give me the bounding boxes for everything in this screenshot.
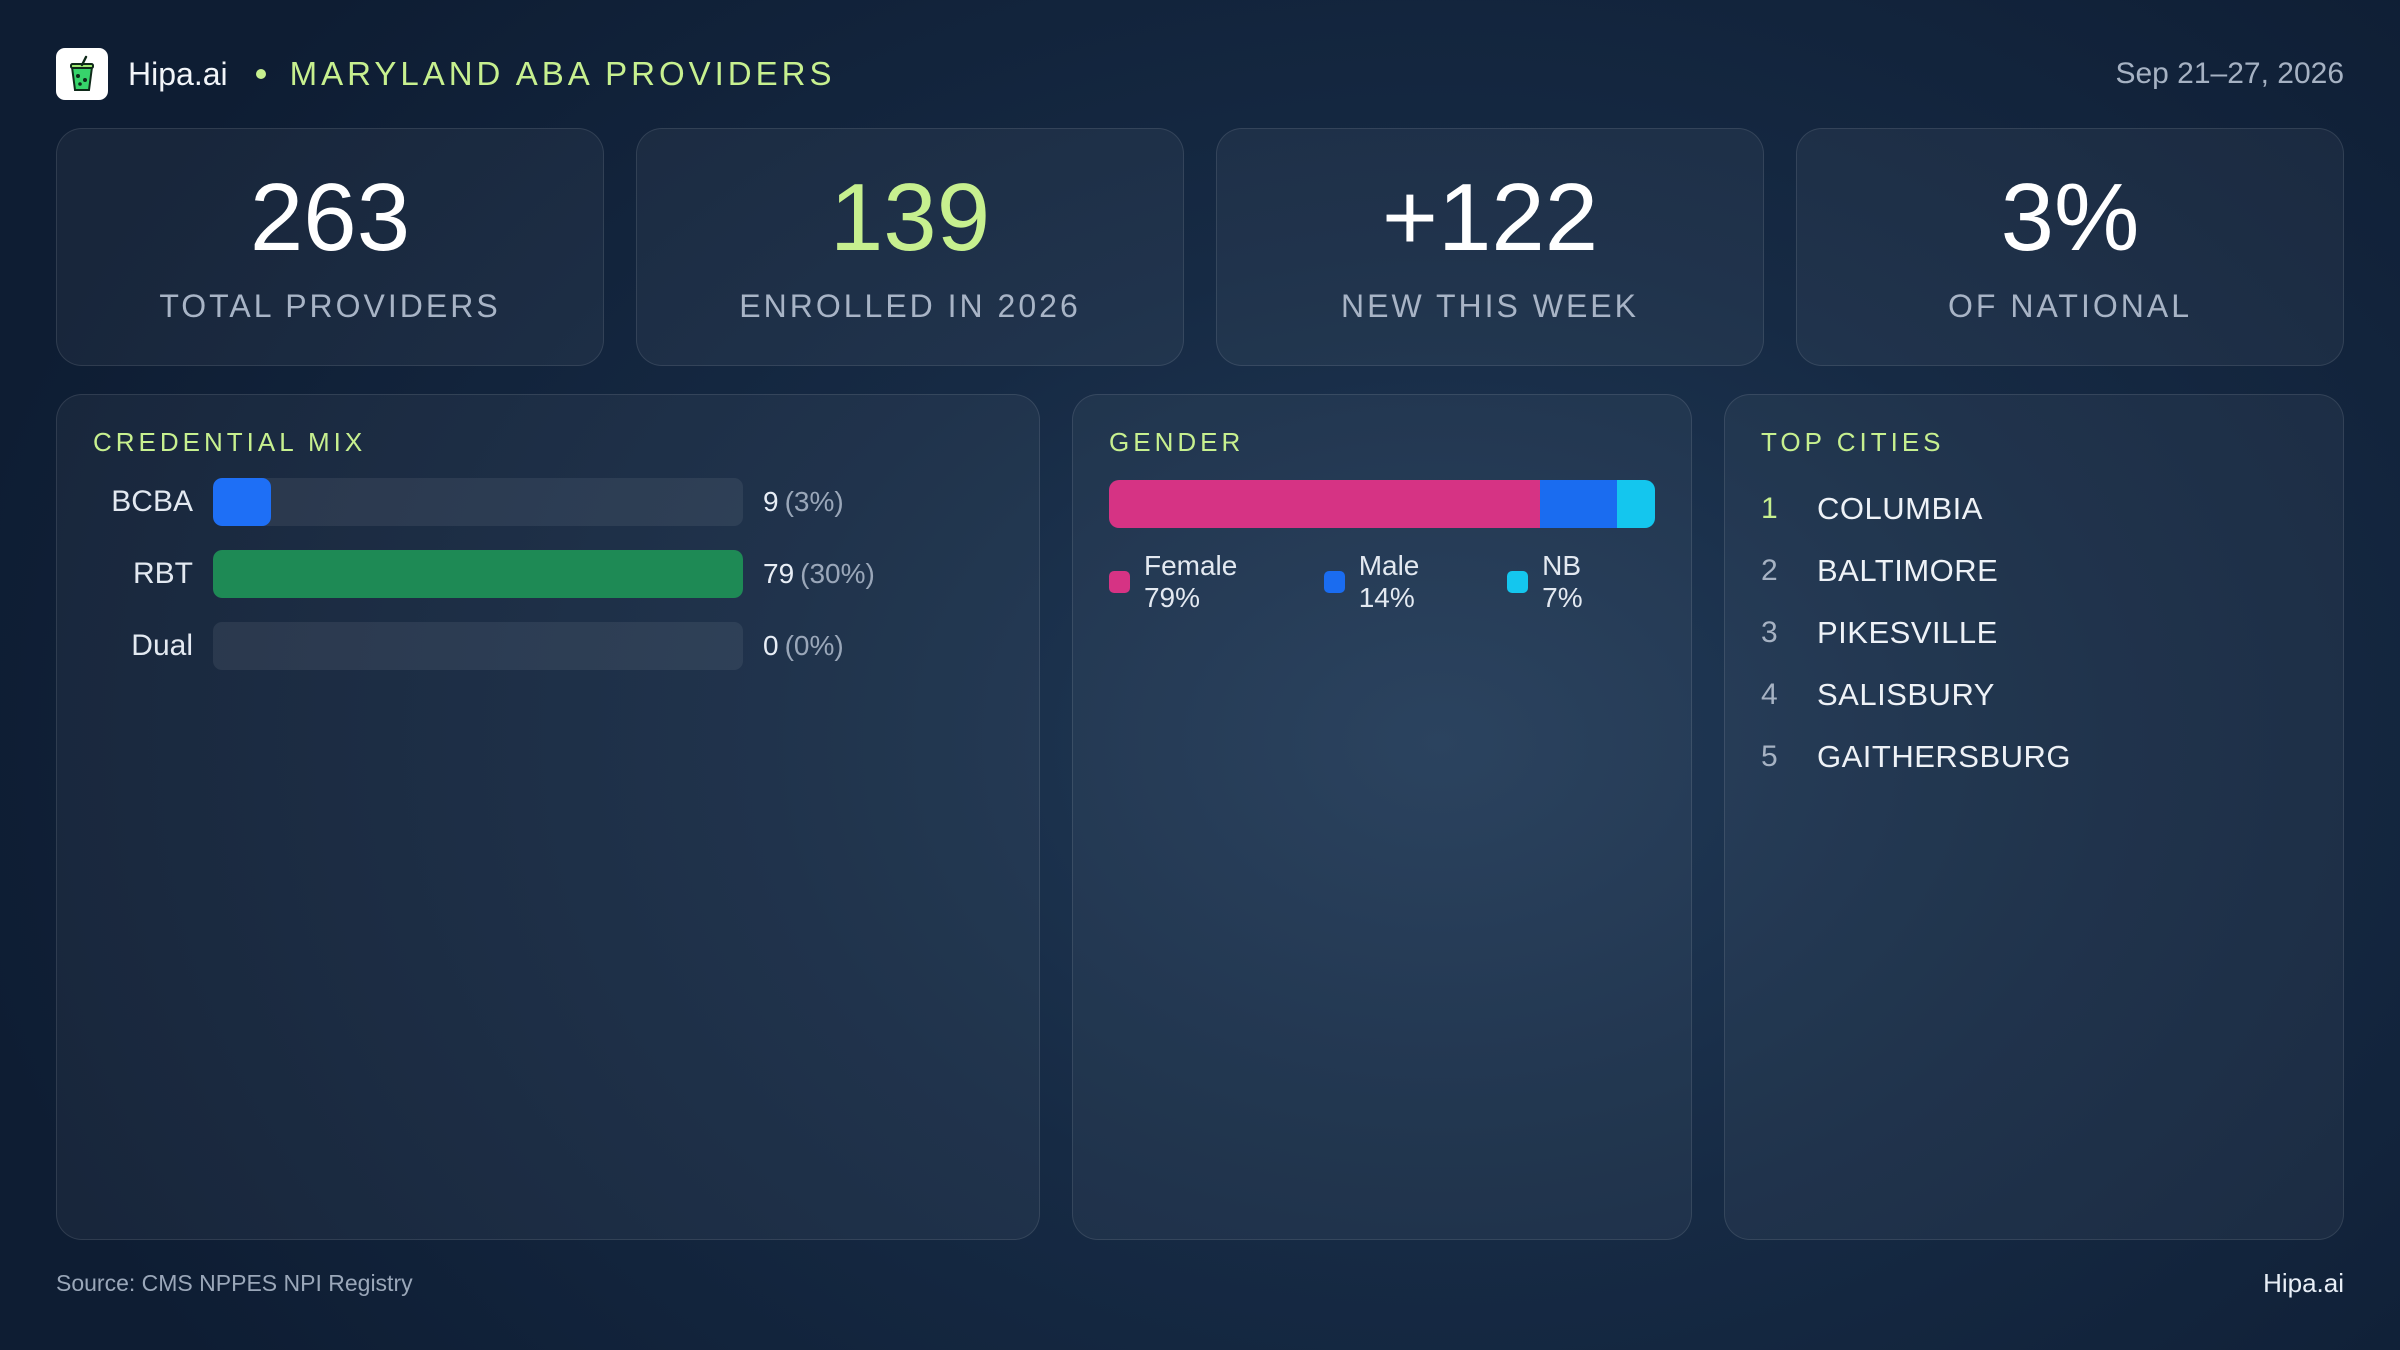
kpi-label: ENROLLED IN 2026 bbox=[739, 287, 1081, 324]
kpi-value: 3% bbox=[2000, 163, 2140, 271]
gender-segment-male bbox=[1540, 480, 1617, 528]
credential-mix-panel: CREDENTIAL MIX BCBA 9 (3%) RBT 79 (30%) Du… bbox=[56, 394, 1040, 1240]
date-range: Sep 21–27, 2026 bbox=[2115, 57, 2344, 90]
credential-bar-bcba bbox=[213, 478, 272, 526]
credential-row-bcba: BCBA 9 (3%) bbox=[93, 478, 1003, 526]
list-item: 2 BALTIMORE bbox=[1761, 540, 2307, 602]
kpi-label: NEW THIS WEEK bbox=[1341, 287, 1639, 324]
credential-label: Dual bbox=[131, 629, 193, 662]
city-name: GAITHERSBURG bbox=[1817, 739, 2072, 774]
legend-label: Male 14% bbox=[1358, 550, 1420, 613]
credential-label: BCBA bbox=[111, 485, 193, 518]
legend-label: Female 79% bbox=[1143, 550, 1238, 613]
kpi-value: 263 bbox=[249, 163, 411, 271]
header: Hipa.ai MARYLAND ABA PROVIDERS Sep 21–27… bbox=[56, 48, 2344, 100]
kpi-enrolled: 139 ENROLLED IN 2026 bbox=[636, 128, 1184, 366]
credential-track bbox=[213, 622, 743, 670]
legend-item-nb: NB 7% bbox=[1507, 550, 1625, 614]
city-rank: 2 bbox=[1761, 554, 1778, 587]
list-item: 3 PIKESVILLE bbox=[1761, 602, 2307, 664]
separator-dot bbox=[255, 69, 266, 79]
credential-row-rbt: RBT 79 (30%) bbox=[93, 550, 1003, 598]
credential-bars: BCBA 9 (3%) RBT 79 (30%) Dual 0 (0%) bbox=[93, 478, 1003, 670]
credential-row-dual: Dual 0 (0%) bbox=[93, 622, 1003, 670]
panel-title: TOP CITIES bbox=[1761, 427, 1945, 457]
kpi-row: 263 TOTAL PROVIDERS 139 ENROLLED IN 2026… bbox=[56, 128, 2344, 366]
kpi-value: +122 bbox=[1381, 163, 1599, 271]
city-name: SALISBURY bbox=[1817, 677, 1995, 712]
credential-bar-rbt bbox=[213, 550, 743, 598]
city-list: 1 COLUMBIA 2 BALTIMORE 3 PIKESVILLE 4 SA… bbox=[1761, 478, 2307, 788]
credential-track bbox=[213, 550, 743, 598]
kpi-total-providers: 263 TOTAL PROVIDERS bbox=[56, 128, 604, 366]
kpi-new-this-week: +122 NEW THIS WEEK bbox=[1216, 128, 1764, 366]
kpi-label: OF NATIONAL bbox=[1948, 287, 2192, 324]
city-rank: 5 bbox=[1761, 740, 1778, 773]
kpi-value: 139 bbox=[829, 163, 991, 271]
legend-swatch bbox=[1323, 571, 1345, 593]
gender-segment-nb bbox=[1616, 480, 1655, 528]
legend-swatch bbox=[1507, 571, 1529, 593]
city-rank: 4 bbox=[1761, 678, 1778, 711]
footer-brand: Hipa.ai bbox=[2263, 1268, 2344, 1298]
list-item: 1 COLUMBIA bbox=[1761, 478, 2307, 540]
gender-segment-female bbox=[1109, 480, 1541, 528]
credential-label: RBT bbox=[133, 557, 193, 590]
dashboard-subtitle: MARYLAND ABA PROVIDERS bbox=[289, 55, 836, 92]
kpi-of-national: 3% OF NATIONAL bbox=[1796, 128, 2344, 366]
legend-swatch bbox=[1109, 571, 1130, 593]
city-rank: 3 bbox=[1761, 616, 1778, 649]
city-name: BALTIMORE bbox=[1817, 553, 1999, 588]
source-note: Source: CMS NPPES NPI Registry bbox=[56, 1270, 413, 1296]
list-item: 5 GAITHERSBURG bbox=[1761, 726, 2307, 788]
city-name: COLUMBIA bbox=[1817, 491, 1983, 526]
list-item: 4 SALISBURY bbox=[1761, 664, 2307, 726]
city-name: PIKESVILLE bbox=[1817, 615, 1998, 650]
drink-cup-icon bbox=[70, 55, 94, 91]
legend-label: NB 7% bbox=[1542, 550, 1583, 613]
panel-title: CREDENTIAL MIX bbox=[93, 427, 367, 457]
logo bbox=[56, 48, 108, 100]
brand-name: Hipa.ai bbox=[128, 55, 228, 92]
city-rank: 1 bbox=[1761, 492, 1778, 525]
panel-title: GENDER bbox=[1109, 427, 1245, 457]
credential-value: 9 (3%) bbox=[763, 486, 844, 517]
gender-panel: GENDER Female 79% Male 14% NB 7% bbox=[1072, 394, 1692, 1240]
credential-value: 79 (30%) bbox=[763, 558, 875, 589]
credential-value: 0 (0%) bbox=[763, 630, 844, 661]
gender-stacked-bar bbox=[1109, 480, 1655, 528]
credential-track bbox=[213, 478, 743, 526]
top-cities-panel: TOP CITIES 1 COLUMBIA 2 BALTIMORE 3 PIKE… bbox=[1724, 394, 2344, 1240]
gender-legend: Female 79% Male 14% NB 7% bbox=[1109, 550, 1655, 614]
legend-item-female: Female 79% bbox=[1109, 550, 1294, 614]
kpi-label: TOTAL PROVIDERS bbox=[159, 287, 501, 324]
legend-item-male: Male 14% bbox=[1323, 550, 1478, 614]
